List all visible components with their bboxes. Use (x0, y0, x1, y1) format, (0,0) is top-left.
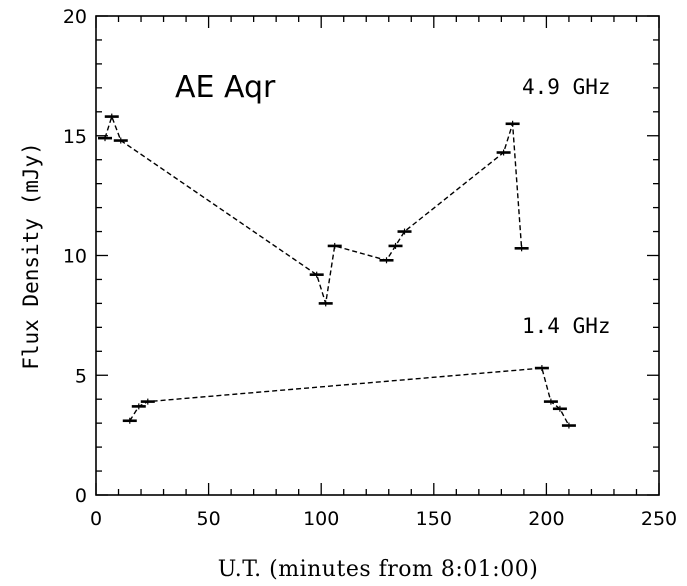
data-point (132, 403, 146, 409)
y-axis-title: Flux Density (mJy) (19, 142, 43, 370)
series-layer (98, 114, 576, 429)
x-tick-label: 150 (416, 508, 452, 530)
data-point (535, 365, 549, 371)
frequency-label-1-4: 1.4 GHz (522, 314, 611, 338)
data-point (398, 229, 412, 235)
data-point (389, 243, 403, 249)
y-tick-label: 10 (63, 246, 87, 268)
data-point (319, 300, 333, 306)
data-point (380, 257, 394, 263)
x-tick-label: 50 (197, 508, 221, 530)
y-tick-label: 0 (75, 485, 87, 507)
data-point (310, 272, 324, 278)
data-point (553, 406, 567, 412)
x-tick-label: 250 (641, 508, 677, 530)
y-tick-label: 15 (63, 126, 87, 148)
x-axis-title: U.T. (minutes from 8:01:00) (218, 557, 539, 582)
y-tick-label: 20 (63, 6, 87, 28)
data-point (506, 121, 520, 127)
series-line-1-4ghz (130, 368, 569, 425)
data-point (497, 150, 511, 156)
y-tick-label: 5 (75, 365, 87, 387)
x-tick-label: 200 (528, 508, 564, 530)
data-point (515, 245, 529, 251)
data-point (105, 114, 119, 120)
source-annotation: AE Aqr (175, 70, 276, 105)
data-point (123, 418, 137, 424)
data-point (114, 138, 128, 144)
data-point (562, 423, 576, 429)
x-tick-label: 0 (90, 508, 102, 530)
data-point (328, 243, 342, 249)
data-point (544, 399, 558, 405)
data-point (141, 399, 155, 405)
x-tick-label: 100 (303, 508, 339, 530)
frequency-label-4-9: 4.9 GHz (522, 75, 611, 99)
